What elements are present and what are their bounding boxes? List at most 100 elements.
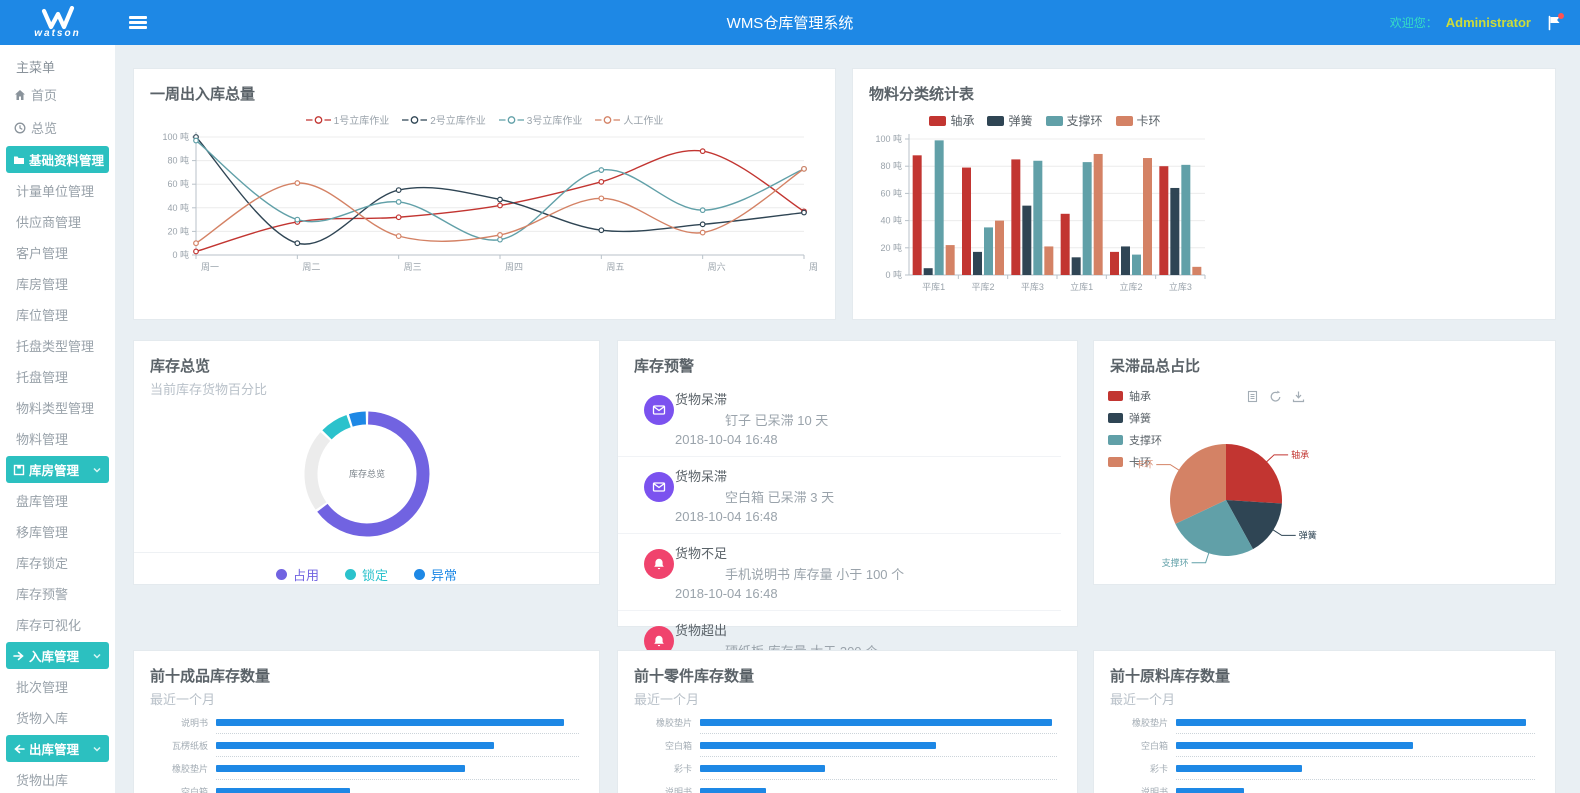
sidebar-item-warehouse-mgmt[interactable]: 库房管理 (16, 277, 69, 292)
sidebar-item-pallet-type-mgmt[interactable]: 托盘类型管理 (16, 339, 95, 354)
sidebar-item-stock-warning[interactable]: 库存预警 (16, 587, 69, 602)
svg-text:100 吨: 100 吨 (875, 133, 902, 144)
alert-title: 货物呆滞 (675, 469, 728, 484)
legend-item[interactable]: 锁定 (344, 565, 388, 584)
svg-text:周三: 周三 (404, 262, 422, 272)
sidebar-item-move-mgmt[interactable]: 移库管理 (16, 525, 69, 540)
pie-chart-toolbar (1246, 390, 1305, 403)
sidebar-item-material-type-mgmt[interactable]: 物料类型管理 (16, 401, 95, 416)
sidebar-item-unit-mgmt[interactable]: 计量单位管理 (16, 184, 95, 199)
page-title: WMS仓库管理系统 (726, 15, 854, 32)
hbar-bar (700, 742, 936, 749)
hbar-track (216, 742, 579, 749)
legend-item[interactable]: 占用 (275, 565, 319, 584)
legend-item[interactable]: 人工作业 (595, 112, 663, 127)
sidebar-group-label: 库房管理 (29, 464, 80, 478)
sidebar-item-home[interactable]: 首页 (0, 78, 115, 111)
hbar-row: 橡胶垫片 (1108, 718, 1535, 728)
header: watson WMS仓库管理系统 欢迎您： Administrator (0, 0, 1580, 45)
alert-detail: 钉子 已呆滞 10 天 (725, 413, 829, 428)
mail-icon (644, 395, 674, 425)
svg-text:20 吨: 20 吨 (167, 225, 189, 236)
top-finished-hbar-chart: 说明书 瓦楞纸板 橡胶垫片 空白箱 (148, 718, 579, 793)
header-right: 欢迎您： Administrator (1389, 12, 1580, 31)
sidebar-item-stock-lock[interactable]: 库存锁定 (16, 556, 69, 571)
svg-text:100 吨: 100 吨 (162, 131, 189, 142)
svg-text:立库1: 立库1 (1070, 281, 1093, 292)
sidebar-item-pallet-mgmt[interactable]: 托盘管理 (16, 370, 69, 385)
alert-time: 2018-10-04 16:48 (675, 586, 778, 601)
svg-text:立库3: 立库3 (1169, 281, 1192, 292)
sidebar-item-stocktake-mgmt[interactable]: 盘库管理 (16, 494, 69, 509)
hamburger-menu-icon[interactable] (129, 14, 147, 32)
sidebar-item-goods-out[interactable]: 货物出库 (16, 773, 69, 788)
download-icon[interactable] (1292, 390, 1305, 403)
arrow-right-icon (13, 650, 25, 662)
alarm-icon (644, 549, 674, 579)
legend-item[interactable]: 3号立库作业 (498, 112, 582, 127)
hbar-label: 说明书 (1140, 787, 1168, 793)
svg-text:0 吨: 0 吨 (885, 269, 902, 280)
legend-item[interactable]: 弹簧 (987, 112, 1033, 129)
hbar-track (700, 765, 1057, 772)
data-view-icon[interactable] (1246, 390, 1259, 403)
hbar-track (1176, 788, 1535, 793)
hbar-bar (1176, 742, 1413, 749)
hbar-bar (216, 765, 465, 772)
bar-chart-legend: 轴承 弹簧 支撑环 卡环 (865, 112, 1225, 129)
welcome-label: 欢迎您： (1389, 16, 1438, 30)
hbar-separator (700, 733, 1057, 734)
card-title-top-parts: 前十零件库存数量 (634, 668, 755, 685)
legend-item[interactable]: 2号立库作业 (402, 112, 486, 127)
hbar-track (700, 719, 1057, 726)
logo[interactable]: watson (0, 0, 115, 45)
legend-item[interactable]: 异常 (414, 565, 457, 584)
arrow-left-icon (13, 743, 25, 755)
legend-item[interactable]: 卡环 (1108, 454, 1162, 470)
svg-text:80 吨: 80 吨 (167, 155, 189, 166)
sidebar-item-overview[interactable]: 总览 (0, 111, 115, 144)
chevron-down-icon (92, 465, 102, 475)
legend-item[interactable]: 轴承 (1108, 388, 1162, 404)
refresh-icon[interactable] (1269, 390, 1282, 403)
card-top-parts: 前十零件库存数量 最近一个月 橡胶垫片 空白箱 彩卡 说明书 (617, 650, 1078, 793)
brand-name: watson (34, 28, 81, 39)
flag-icon[interactable] (1547, 12, 1564, 31)
sidebar-item-customer-mgmt[interactable]: 客户管理 (16, 246, 69, 261)
sidebar-item-batch-mgmt[interactable]: 批次管理 (16, 680, 69, 695)
svg-text:60 吨: 60 吨 (880, 187, 902, 198)
sidebar-group-warehouse-ops[interactable]: 库房管理 (6, 456, 109, 483)
svg-text:60 吨: 60 吨 (167, 178, 189, 189)
sidebar-item-stock-visual[interactable]: 库存可视化 (16, 618, 82, 633)
legend-item[interactable]: 1号立库作业 (305, 112, 389, 127)
hbar-row: 说明书 (148, 718, 579, 728)
sidebar-item-supplier-mgmt[interactable]: 供应商管理 (16, 215, 82, 230)
mail-icon (644, 472, 674, 502)
pie-chart-legend: 轴承 弹簧 支撑环 卡环 (1108, 388, 1162, 476)
sidebar-group-label: 出库管理 (29, 743, 80, 757)
legend-item[interactable]: 支撑环 (1108, 432, 1162, 448)
hbar-separator (216, 733, 579, 734)
alert-title: 货物不足 (675, 546, 728, 561)
legend-item[interactable]: 弹簧 (1108, 410, 1162, 426)
svg-text:0 吨: 0 吨 (172, 249, 189, 260)
hbar-bar (216, 788, 351, 793)
sidebar-group-outbound[interactable]: 出库管理 (6, 735, 109, 762)
username[interactable]: Administrator (1445, 15, 1531, 30)
alert-detail: 空白箱 已呆滞 3 天 (725, 490, 835, 505)
card-title-stagnant-ratio: 呆滞品总占比 (1110, 358, 1201, 375)
hbar-row: 瓦楞纸板 (148, 741, 579, 751)
sidebar-item-material-mgmt[interactable]: 物料管理 (16, 432, 69, 447)
sidebar-item-location-mgmt[interactable]: 库位管理 (16, 308, 69, 323)
sidebar-section-label: 主菜单 (16, 60, 56, 75)
box-icon (13, 464, 25, 476)
svg-text:20 吨: 20 吨 (880, 242, 902, 253)
sidebar-item-goods-in[interactable]: 货物入库 (16, 711, 69, 726)
sidebar-group-inbound[interactable]: 入库管理 (6, 642, 109, 669)
hbar-row: 橡胶垫片 (148, 764, 579, 774)
sidebar-group-basic-data[interactable]: 基础资料管理 (6, 146, 109, 173)
legend-item[interactable]: 轴承 (929, 112, 974, 129)
alert-list: 货物呆滞 钉子 已呆滞 10 天 2018-10-04 16:48 货物呆滞 空白箱 已… (618, 380, 1077, 687)
legend-item[interactable]: 支撑环 (1045, 112, 1103, 129)
legend-item[interactable]: 卡环 (1115, 112, 1161, 129)
